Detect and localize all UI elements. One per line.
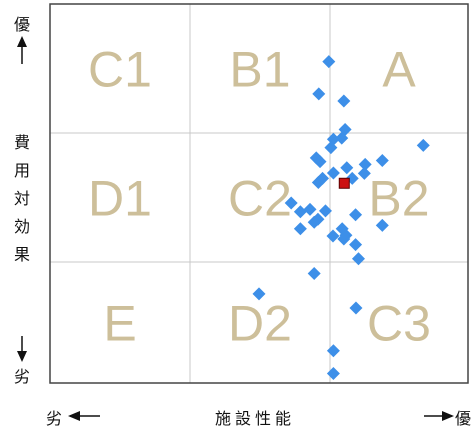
diamond-point xyxy=(303,202,317,216)
cell-labels: C1 B1 A D1 C2 B2 E D2 C3 xyxy=(88,42,431,352)
cell-label-b2: B2 xyxy=(368,171,429,227)
diamond-point xyxy=(335,131,349,145)
diamond-point xyxy=(326,344,340,358)
diamond-point xyxy=(358,157,372,171)
cell-label-b1: B1 xyxy=(229,42,290,98)
diamond-point xyxy=(284,196,298,210)
diamond-point xyxy=(375,218,389,232)
diamond-point xyxy=(351,252,365,266)
cell-label-c2: C2 xyxy=(228,171,292,227)
data-points xyxy=(252,55,430,381)
y-axis-label: 費用対効果 xyxy=(14,133,30,264)
y-axis-low-label: 劣 xyxy=(14,367,30,386)
cell-label-c3: C3 xyxy=(367,296,431,352)
diamond-point xyxy=(326,367,340,381)
highlight-square-point xyxy=(338,177,350,189)
y-axis-high-label: 優 xyxy=(14,15,30,34)
diamond-point xyxy=(313,155,327,169)
plot-frame xyxy=(49,3,469,384)
cell-label-d2: D2 xyxy=(228,296,292,352)
x-axis-high-label: 優 xyxy=(455,409,471,428)
diamond-point xyxy=(312,87,326,101)
y-axis-up-arrow-head xyxy=(17,36,27,47)
cell-label-e: E xyxy=(103,296,136,352)
diamond-point xyxy=(340,161,354,175)
diamond-point xyxy=(375,154,389,168)
diamond-point xyxy=(326,229,340,243)
cell-label-d1: D1 xyxy=(88,171,152,227)
diamond-point xyxy=(293,222,307,236)
grid-lines xyxy=(50,4,468,383)
diamond-point xyxy=(416,138,430,152)
diamond-point xyxy=(318,204,332,218)
diamond-point xyxy=(324,141,338,155)
cell-label-c1: C1 xyxy=(88,42,152,98)
diamond-point xyxy=(349,238,363,252)
diamond-point xyxy=(307,266,321,280)
x-axis-label: 施設性能 xyxy=(215,409,295,428)
diamond-point xyxy=(311,176,325,190)
x-axis-left-arrow-head xyxy=(68,411,80,421)
diamond-point xyxy=(349,301,363,315)
y-axis-down-arrow-head xyxy=(17,351,27,362)
x-axis-right-arrow-head xyxy=(442,411,454,421)
diamond-point xyxy=(337,94,351,108)
x-axis-low-label: 劣 xyxy=(46,409,62,428)
cell-label-a: A xyxy=(382,42,416,98)
diamond-point xyxy=(293,205,307,219)
diamond-point xyxy=(337,232,351,246)
diamond-point xyxy=(307,215,321,229)
diamond-point xyxy=(326,166,340,180)
diamond-point xyxy=(322,55,336,69)
diamond-point xyxy=(252,287,266,301)
diamond-point xyxy=(349,208,363,222)
diamond-point xyxy=(357,166,371,180)
